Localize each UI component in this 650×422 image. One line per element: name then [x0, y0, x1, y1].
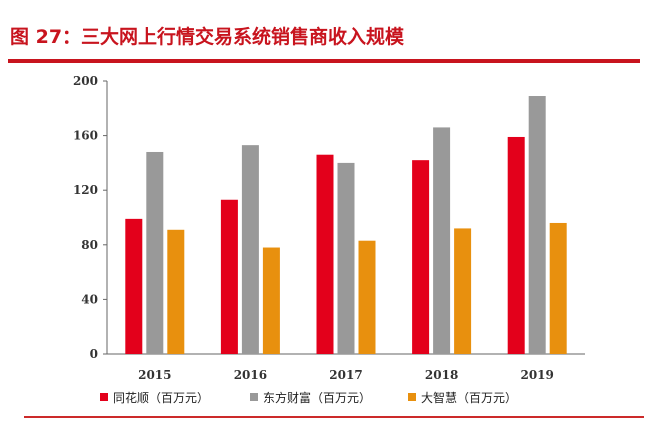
legend-swatch	[250, 393, 258, 401]
bar-2016-series-2	[262, 247, 280, 354]
x-axis-labels: 2015 2016 2017 2018 2019	[138, 368, 554, 382]
y-tick-label: 160	[73, 129, 98, 143]
bar-2018-series-0	[412, 160, 430, 354]
x-tick-label: 2016	[234, 368, 267, 382]
x-tick-label: 2019	[520, 368, 553, 382]
bar-2019-series-1	[528, 96, 546, 354]
legend-swatch	[100, 393, 108, 401]
bar-2017-series-0	[316, 154, 334, 354]
x-tick-label: 2018	[425, 368, 458, 382]
x-tick-label: 2017	[329, 368, 362, 382]
y-tick-label: 0	[90, 347, 98, 361]
bar-2019-series-2	[549, 222, 567, 354]
bar-2016-series-0	[220, 199, 238, 354]
y-axis-labels: 0 40 80 120 160 200	[73, 74, 98, 361]
bar-2018-series-1	[433, 127, 451, 354]
bar-2017-series-1	[337, 162, 355, 354]
bar-2015-series-0	[125, 218, 143, 354]
chart-bars	[125, 96, 567, 354]
y-tick-label: 80	[81, 238, 98, 252]
bar-2015-series-2	[167, 229, 185, 354]
legend-label: 同花顺（百万元）	[113, 390, 209, 405]
x-tick-label: 2015	[138, 368, 171, 382]
legend-swatch	[408, 393, 416, 401]
bar-2018-series-2	[454, 228, 472, 354]
legend-label: 大智慧（百万元）	[421, 390, 517, 405]
title-underline	[8, 59, 640, 63]
chart-title: 图 27：三大网上行情交易系统销售商收入规模	[10, 26, 405, 48]
bar-2016-series-1	[241, 145, 259, 354]
bottom-divider	[24, 416, 644, 418]
y-tick-label: 120	[73, 183, 98, 197]
bar-2017-series-2	[358, 240, 376, 354]
y-tick-label: 200	[73, 74, 98, 88]
bar-2015-series-1	[146, 151, 164, 354]
chart-legend: 同花顺（百万元） 东方财富（百万元） 大智慧（百万元）	[100, 390, 517, 405]
y-tick-label: 40	[81, 292, 98, 306]
legend-label: 东方财富（百万元）	[263, 390, 371, 405]
bar-2019-series-0	[507, 136, 525, 354]
